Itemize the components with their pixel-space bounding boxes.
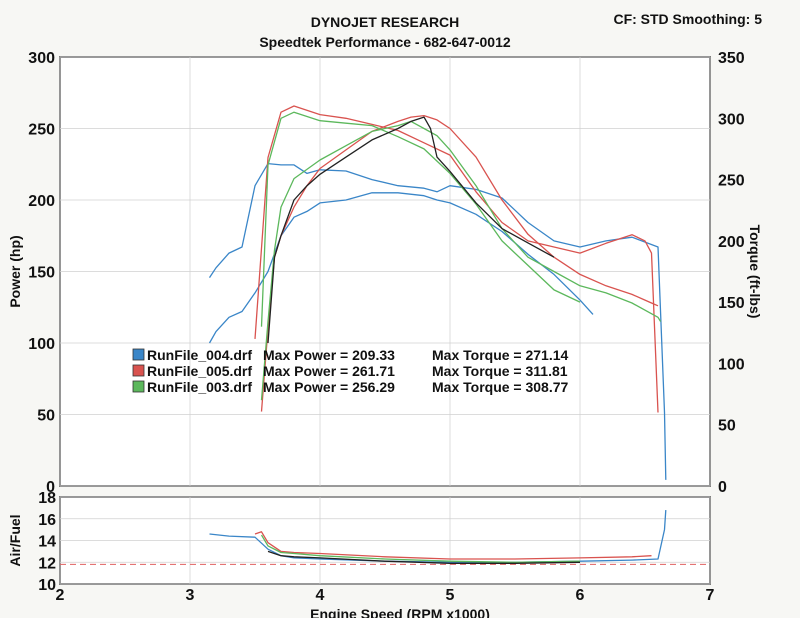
legend-run-name: RunFile_005.drf [147,363,252,379]
series-line-green-power [260,120,662,401]
afr-y-tick-label: 10 [38,577,56,594]
power-torque-panel: 2 3 4 5 6 7 0 50 100 150 200 250 300 0 50 100 150 200 250 3… [7,50,763,604]
legend-swatch [132,364,145,377]
y-tick-label: 250 [28,122,55,139]
y2-tick-label: 100 [718,356,745,373]
series-line-blue-torque [208,162,667,480]
x-axis-label: Engine Speed (RPM x1000) [310,606,490,618]
y-tick-label: 50 [37,408,55,425]
legend-run-name: RunFile_004.drf [147,347,252,363]
legend-max-torque: Max Torque = 311.81 [432,363,568,379]
legend-max-power: Max Power = 261.71 [263,363,395,379]
x-tick-label: 7 [706,587,715,604]
y-tick-label: 0 [46,479,55,496]
afr-y-axis-label: Air/Fuel [7,514,23,566]
y-tick-label: 300 [28,50,55,67]
afr-y-tick-label: 18 [38,490,56,507]
afr-series-line-green [260,534,581,563]
x-tick-label: 3 [186,587,195,604]
air-fuel-panel: 10 12 14 16 18 Air/Fuel Engine Speed (RPM x100… [7,490,711,618]
x-tick-label: 4 [316,587,325,604]
y2-tick-label: 300 [718,111,745,128]
legend-swatch [132,380,145,393]
chart-title: DYNOJET RESEARCH [310,14,460,30]
series-line-dark-power [267,116,555,344]
y2-tick-label: 200 [718,234,745,251]
afr-series-line-red [254,531,652,560]
afr-y-tick-label: 12 [38,555,56,572]
series-line-red-torque [254,105,659,413]
legend: RunFile_004.drf Max Power = 209.33 Max Tor… [132,347,569,395]
legend-max-power: Max Power = 256.29 [263,379,395,395]
legend-swatch [132,348,145,361]
y-tick-label: 200 [28,193,55,210]
legend-max-power: Max Power = 209.33 [263,347,395,363]
x-tick-label: 6 [576,587,585,604]
afr-series-line-dark [267,550,581,564]
y2-tick-label: 350 [718,50,745,67]
series-line-red-power [260,114,659,412]
y2-tick-label: 0 [718,479,727,496]
afr-y-tick-label: 14 [38,534,56,551]
series-line-green-torque [260,111,581,327]
y2-tick-label: 50 [718,418,736,435]
y2-tick-label: 150 [718,295,745,312]
legend-max-torque: Max Torque = 271.14 [432,347,569,363]
chart-subtitle: Speedtek Performance - 682-647-0012 [259,34,511,50]
y-axis-label: Power (hp) [7,235,23,307]
y-tick-label: 100 [28,336,55,353]
y-tick-label: 150 [28,265,55,282]
y2-axis-label: Torque (ft-lbs) [747,225,763,319]
x-tick-label: 2 [56,587,65,604]
x-tick-label: 5 [446,587,455,604]
legend-run-name: RunFile_003.drf [147,379,252,395]
correction-smoothing-label: CF: STD Smoothing: 5 [613,11,762,27]
afr-y-tick-label: 16 [38,512,56,529]
series-line-blue-power [208,192,594,344]
legend-max-torque: Max Torque = 308.77 [432,379,569,395]
y2-tick-label: 250 [718,173,745,190]
